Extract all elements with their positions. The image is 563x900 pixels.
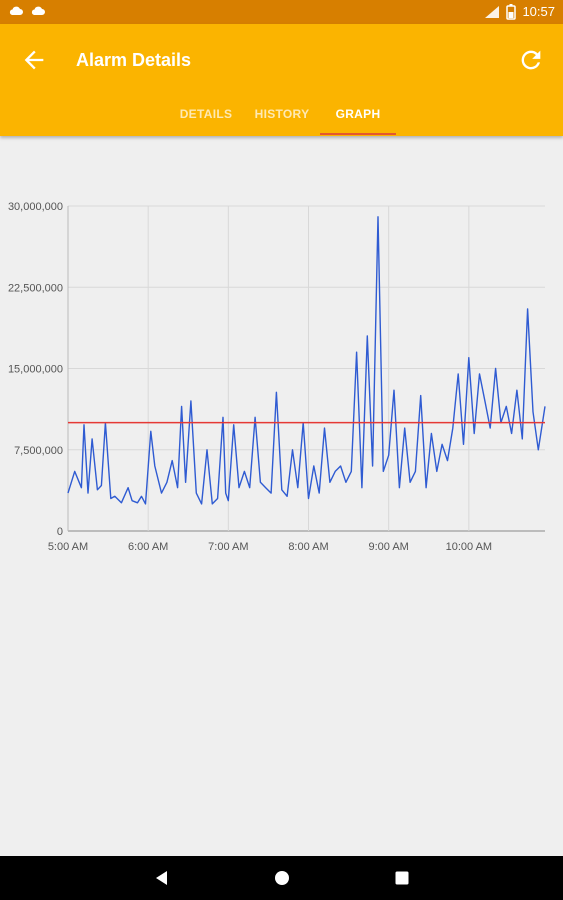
- cloud-icon: [9, 6, 23, 15]
- tab-graph[interactable]: GRAPH: [335, 107, 381, 121]
- refresh-icon[interactable]: [517, 46, 545, 74]
- battery-icon: [506, 4, 517, 20]
- back-triangle-icon[interactable]: [152, 868, 172, 888]
- page-title: Alarm Details: [76, 50, 192, 70]
- series-line: [67, 216, 546, 505]
- recents-square-icon[interactable]: [392, 868, 412, 888]
- x-tick-label: 9:00 AM: [368, 541, 408, 553]
- x-tick-label: 8:00 AM: [288, 541, 328, 553]
- tab-indicator: [320, 133, 396, 135]
- tab-details[interactable]: DETAILS: [179, 107, 233, 121]
- y-tick-label: 7,500,000: [14, 445, 63, 457]
- x-tick-label: 5:00 AM: [48, 541, 88, 553]
- y-tick-label: 22,500,000: [8, 282, 63, 294]
- arrow-left-icon[interactable]: [20, 46, 48, 74]
- x-tick-label: 7:00 AM: [208, 541, 248, 553]
- line-chart: 0 7,500,000 15,000,000 22,500,000 30,000,000…: [8, 201, 546, 553]
- cloud-icon: [31, 6, 45, 15]
- y-tick-label: 30,000,000: [8, 201, 63, 213]
- app-bar: Alarm Details DETAILS HISTORY GRAPH: [0, 24, 563, 136]
- y-tick-label: 0: [57, 526, 63, 538]
- tab-history[interactable]: HISTORY: [254, 107, 310, 121]
- x-tick-label: 6:00 AM: [128, 541, 168, 553]
- notification-icons: [8, 4, 46, 18]
- tab-bar: DETAILS HISTORY GRAPH: [0, 96, 563, 136]
- system-icons: 10:57: [484, 3, 555, 21]
- x-tick-label: 10:00 AM: [446, 541, 492, 553]
- home-circle-icon[interactable]: [272, 868, 292, 888]
- navigation-bar: [0, 856, 563, 900]
- clock: 10:57: [522, 4, 555, 19]
- y-tick-label: 15,000,000: [8, 364, 63, 376]
- wifi-icon: [485, 6, 500, 18]
- status-bar: 10:57: [0, 0, 563, 24]
